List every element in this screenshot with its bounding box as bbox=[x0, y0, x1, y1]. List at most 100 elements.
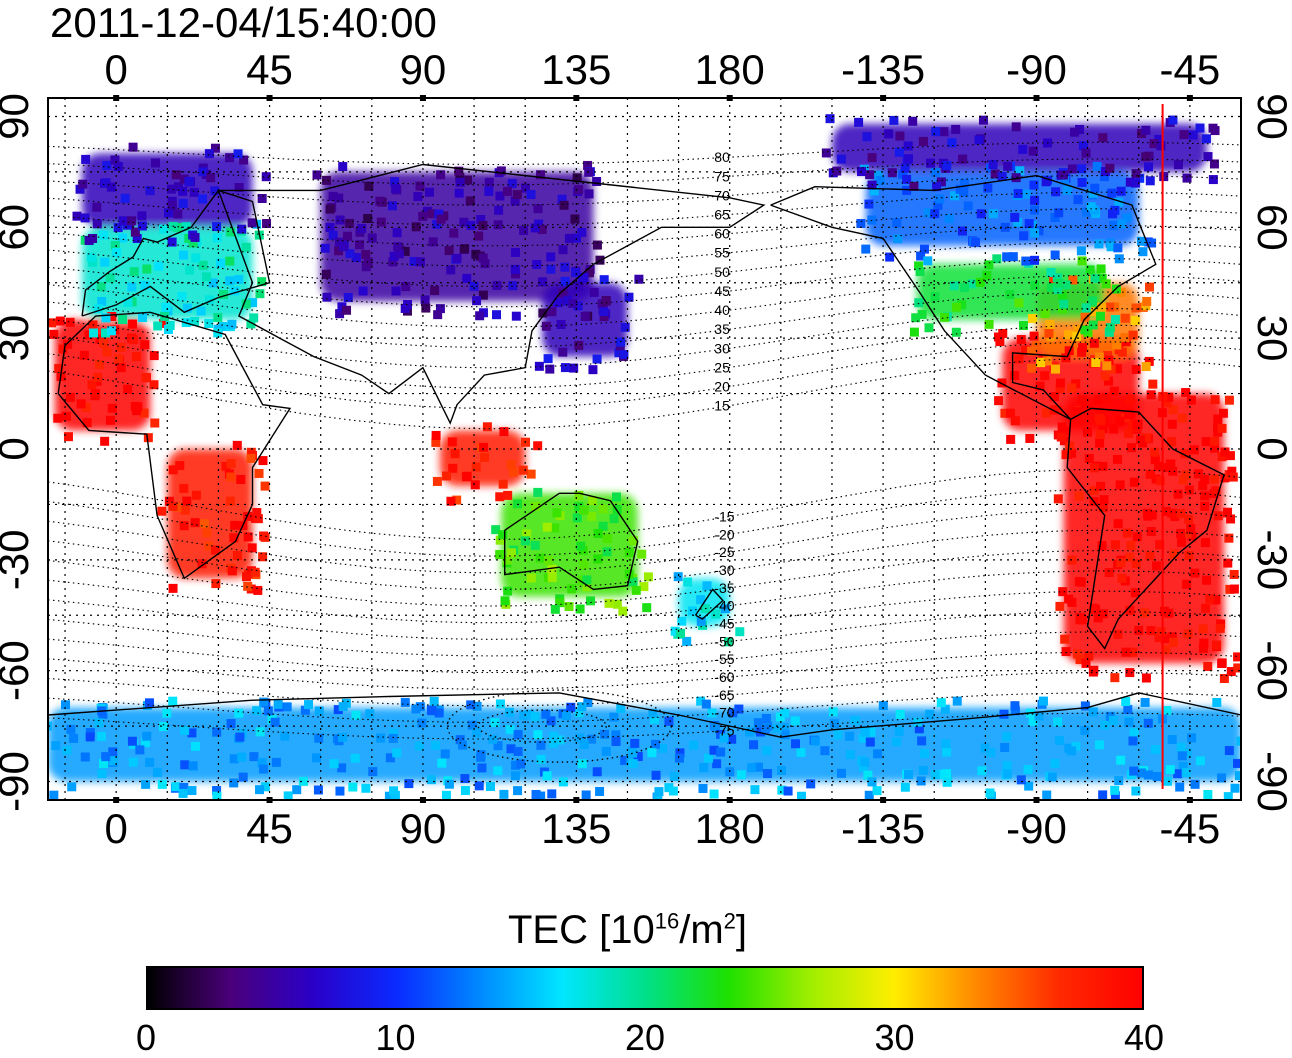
tec-cell bbox=[167, 184, 177, 194]
tec-cell bbox=[1013, 217, 1023, 227]
tec-cell bbox=[1213, 414, 1223, 424]
tec-cell bbox=[81, 402, 91, 412]
tec-cell bbox=[1116, 186, 1126, 196]
tec-cell bbox=[141, 372, 151, 382]
tec-cell bbox=[628, 759, 638, 769]
tec-cell bbox=[783, 786, 793, 796]
tec-cell bbox=[573, 301, 583, 311]
tec-cell bbox=[651, 770, 661, 780]
tec-cell bbox=[1217, 452, 1227, 462]
tec-cell bbox=[135, 745, 145, 755]
tec-cell bbox=[755, 727, 765, 737]
tec-cell bbox=[1203, 152, 1213, 162]
tec-cell bbox=[1228, 472, 1238, 482]
tec-cell bbox=[1041, 177, 1051, 187]
tec-cell bbox=[1018, 144, 1028, 154]
latitude-tick-label: 90 bbox=[0, 93, 37, 140]
tec-cell bbox=[357, 223, 367, 233]
tec-cell bbox=[1130, 178, 1140, 188]
tec-cell bbox=[455, 735, 465, 745]
tec-cell bbox=[313, 785, 323, 795]
tec-cell bbox=[900, 782, 910, 792]
tec-cell bbox=[1073, 324, 1083, 334]
tec-cell bbox=[432, 476, 442, 486]
tec-cell bbox=[400, 246, 410, 256]
tec-cell bbox=[190, 317, 200, 327]
tec-cell bbox=[650, 714, 660, 724]
tec-cell bbox=[472, 296, 482, 306]
tec-cell bbox=[1064, 330, 1074, 340]
tec-cell bbox=[761, 714, 771, 724]
tec-cell bbox=[1226, 667, 1236, 677]
tec-cell bbox=[202, 272, 212, 282]
tec-cell bbox=[96, 731, 106, 741]
tec-cell bbox=[1122, 213, 1132, 223]
tec-cell bbox=[503, 490, 513, 500]
tec-cell bbox=[677, 616, 687, 626]
tec-cell bbox=[1090, 463, 1100, 473]
tec-cell bbox=[477, 763, 487, 773]
tec-cell bbox=[1028, 146, 1038, 156]
tec-cell bbox=[76, 399, 86, 409]
tec-cell bbox=[1229, 584, 1239, 594]
tec-cell bbox=[436, 170, 446, 180]
tec-cell bbox=[1217, 658, 1227, 668]
tec-cell bbox=[415, 257, 425, 267]
tec-cell bbox=[1142, 508, 1152, 518]
tec-cell bbox=[325, 222, 335, 232]
tec-cell bbox=[431, 430, 441, 440]
tec-cell bbox=[753, 718, 763, 728]
tec-cell bbox=[830, 719, 840, 729]
tec-cell bbox=[1250, 706, 1259, 715]
tec-cell bbox=[243, 532, 253, 542]
tec-cell bbox=[600, 729, 610, 739]
tec-cell bbox=[1120, 333, 1130, 343]
tec-cell bbox=[593, 554, 603, 564]
tec-cell bbox=[537, 224, 547, 234]
tec-cell bbox=[670, 626, 680, 636]
tec-cell bbox=[280, 731, 290, 741]
tec-cell bbox=[338, 702, 348, 712]
contour-label: 75 bbox=[714, 168, 730, 184]
tec-cell bbox=[232, 550, 242, 560]
tec-cell bbox=[1014, 298, 1024, 308]
tec-cell bbox=[900, 163, 910, 173]
tec-cell bbox=[559, 200, 569, 210]
tec-cell bbox=[974, 135, 984, 145]
tec-cell bbox=[120, 193, 130, 203]
longitude-tick-label: 180 bbox=[695, 805, 765, 852]
tec-cell bbox=[1093, 395, 1103, 405]
tec-cell bbox=[1229, 569, 1239, 579]
tec-cell bbox=[530, 223, 540, 233]
longitude-tick-label: 135 bbox=[541, 805, 611, 852]
tec-cell bbox=[577, 759, 587, 769]
tec-cell bbox=[1093, 613, 1103, 623]
tec-cell bbox=[1201, 134, 1211, 144]
tec-cell bbox=[460, 774, 470, 784]
tec-cell bbox=[1131, 786, 1141, 796]
tec-cell bbox=[1041, 408, 1051, 418]
tec-cell bbox=[1186, 395, 1196, 405]
tec-cell bbox=[98, 758, 108, 768]
tec-cell bbox=[162, 708, 172, 718]
tec-cell bbox=[141, 779, 151, 789]
tec-cell bbox=[1024, 219, 1034, 229]
tec-cell bbox=[909, 327, 919, 337]
tec-cell bbox=[549, 731, 559, 741]
tec-cell bbox=[1131, 559, 1141, 569]
tec-cell bbox=[1167, 735, 1177, 745]
latitude-tick-label: 0 bbox=[1249, 437, 1292, 460]
tec-cell bbox=[1078, 343, 1088, 353]
tec-cell bbox=[1173, 769, 1183, 779]
tec-cell bbox=[869, 186, 879, 196]
tec-cell bbox=[1180, 449, 1190, 459]
tec-cell bbox=[82, 418, 92, 428]
tec-cell bbox=[1201, 603, 1211, 613]
tec-cell bbox=[102, 347, 112, 357]
tec-cell bbox=[1155, 540, 1165, 550]
tec-cell bbox=[137, 221, 147, 231]
contour-label: -75 bbox=[714, 723, 734, 739]
tec-cell bbox=[187, 786, 197, 796]
tec-cell bbox=[555, 735, 565, 745]
tec-cell bbox=[206, 173, 216, 183]
